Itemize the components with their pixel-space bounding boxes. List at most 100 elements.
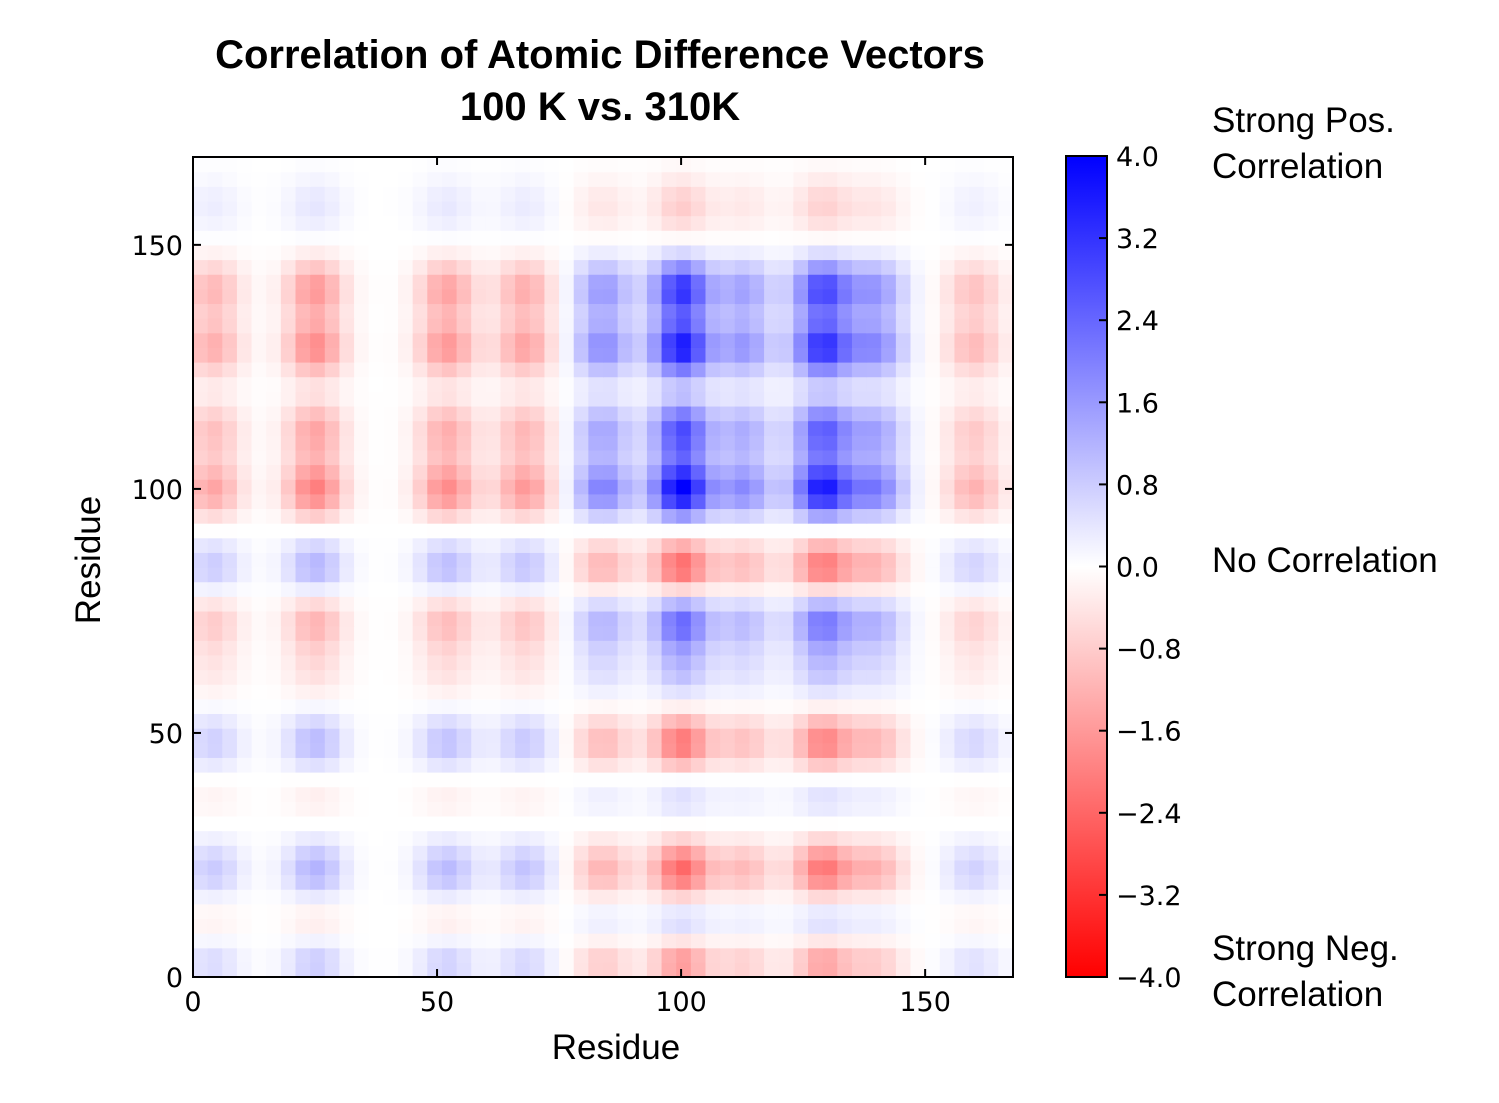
heatmap-cell: [485, 786, 502, 802]
heatmap-cell: [310, 581, 326, 597]
heatmap-cell: [368, 640, 384, 656]
heatmap-cell: [471, 449, 487, 466]
heatmap-cell: [837, 874, 853, 890]
colorbar-tick-label: −1.6: [1116, 717, 1182, 748]
heatmap-cell: [441, 464, 458, 480]
heatmap-cell: [398, 200, 414, 217]
heatmap-cell: [441, 757, 458, 773]
heatmap-cell: [427, 391, 443, 407]
heatmap-cell: [295, 244, 311, 261]
heatmap-cell: [822, 610, 838, 627]
heatmap-cell: [617, 903, 633, 920]
heatmap-cell: [734, 230, 751, 246]
heatmap-cell: [764, 684, 780, 700]
heatmap-cell: [881, 332, 897, 348]
heatmap-cell: [939, 625, 956, 641]
heatmap-cell: [324, 186, 341, 202]
heatmap-cell: [661, 288, 677, 305]
heatmap-cell: [793, 728, 809, 744]
heatmap-cell: [690, 157, 707, 173]
heatmap-cell: [954, 933, 970, 949]
heatmap-cell: [837, 332, 853, 348]
heatmap-cell: [617, 610, 633, 627]
heatmap-cell: [427, 318, 443, 334]
heatmap-cell: [588, 874, 604, 890]
heatmap-cell: [222, 362, 238, 378]
heatmap-cell: [456, 801, 472, 817]
heatmap-cell: [851, 230, 868, 246]
heatmap-cell: [646, 508, 663, 524]
heatmap-cell: [456, 318, 472, 334]
heatmap-cell: [544, 654, 560, 671]
heatmap-cell: [793, 186, 809, 202]
heatmap-cell: [881, 654, 897, 671]
heatmap-cell: [808, 596, 824, 612]
heatmap-cell: [998, 684, 1014, 700]
heatmap-cell: [837, 859, 853, 876]
heatmap-cell: [339, 903, 355, 920]
heatmap-cell: [485, 684, 502, 700]
heatmap-cell: [983, 376, 999, 392]
heatmap-cell: [441, 259, 458, 275]
heatmap-cell: [588, 230, 604, 246]
heatmap-cell: [851, 801, 868, 817]
heatmap-cell: [603, 610, 619, 627]
heatmap-cell: [646, 918, 663, 934]
heatmap-cell: [427, 640, 443, 656]
heatmap-cell: [339, 581, 355, 597]
heatmap-cell: [822, 479, 838, 495]
heatmap-cell: [778, 698, 794, 715]
heatmap-cell: [398, 288, 414, 305]
heatmap-cell: [808, 669, 824, 685]
heatmap-cell: [764, 523, 780, 539]
heatmap-cell: [310, 230, 326, 246]
heatmap-cell: [266, 274, 282, 290]
heatmap-cell: [251, 845, 267, 861]
heatmap-cell: [822, 274, 838, 290]
heatmap-cell: [705, 713, 721, 729]
heatmap-cell: [661, 772, 677, 788]
heatmap-cell: [207, 244, 223, 261]
heatmap-cell: [764, 215, 780, 231]
heatmap-cell: [646, 435, 663, 451]
heatmap-cell: [427, 830, 443, 846]
heatmap-cell: [808, 391, 824, 407]
heatmap-cell: [193, 288, 209, 305]
heatmap-cell: [764, 508, 780, 524]
heatmap-cell: [895, 274, 912, 290]
heatmap-cell: [354, 303, 370, 319]
x-tick-label: 50: [420, 987, 454, 1018]
heatmap-cell: [222, 420, 238, 436]
heatmap-cell: [646, 215, 663, 231]
heatmap-cell: [983, 859, 999, 876]
heatmap-cell: [485, 303, 502, 319]
heatmap-cell: [954, 962, 970, 978]
heatmap-cell: [559, 230, 575, 246]
heatmap-cell: [705, 523, 721, 539]
heatmap-cell: [485, 230, 502, 246]
heatmap-cell: [529, 508, 546, 524]
heatmap-cell: [646, 493, 663, 510]
heatmap-cell: [851, 186, 868, 202]
heatmap-cell: [222, 552, 238, 568]
heatmap-cell: [280, 918, 297, 934]
heatmap-cell: [939, 581, 956, 597]
heatmap-cell: [969, 757, 985, 773]
heatmap-cell: [529, 449, 546, 466]
heatmap-cell: [398, 947, 414, 963]
heatmap-cell: [280, 567, 297, 583]
heatmap-cell: [354, 772, 370, 788]
heatmap-cell: [295, 786, 311, 802]
heatmap-cell: [236, 728, 253, 744]
heatmap-cell: [456, 889, 472, 905]
heatmap-cell: [793, 859, 809, 876]
heatmap-cell: [368, 347, 384, 363]
heatmap-cell: [339, 669, 355, 685]
heatmap-cell: [690, 728, 707, 744]
heatmap-cell: [983, 903, 999, 920]
heatmap-cell: [925, 625, 941, 641]
heatmap-cell: [983, 874, 999, 890]
heatmap-cell: [925, 698, 941, 715]
heatmap-cell: [793, 420, 809, 436]
heatmap-cell: [456, 405, 472, 422]
